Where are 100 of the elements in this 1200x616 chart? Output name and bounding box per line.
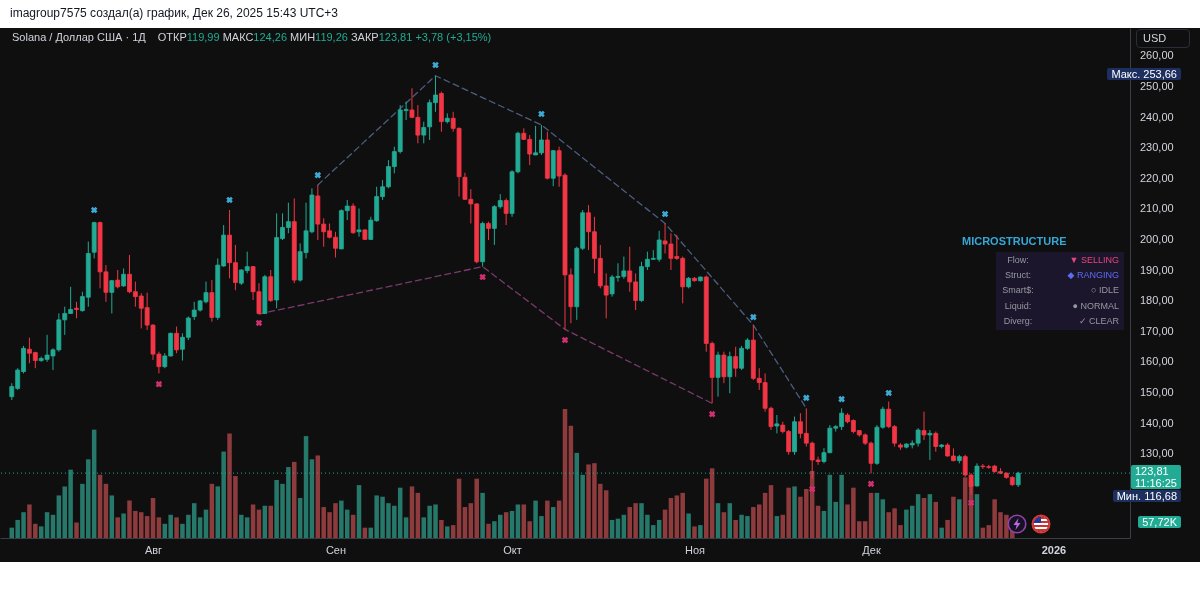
bar bbox=[109, 495, 115, 538]
y-axis-title: USD bbox=[1136, 29, 1190, 48]
bar bbox=[174, 517, 179, 538]
bar bbox=[692, 526, 697, 538]
bar bbox=[445, 526, 450, 538]
candlestick bbox=[727, 351, 733, 394]
y-tick-label: 170,00 bbox=[1140, 324, 1174, 337]
candlestick bbox=[721, 351, 727, 384]
candlestick bbox=[927, 429, 933, 461]
line-series bbox=[258, 265, 713, 405]
point bbox=[708, 410, 716, 418]
y-tick-label: 130,00 bbox=[1140, 447, 1174, 460]
point bbox=[155, 380, 163, 388]
candlestick bbox=[503, 197, 509, 226]
bar bbox=[439, 519, 444, 538]
candlestick bbox=[933, 431, 939, 453]
point bbox=[479, 273, 486, 281]
bar bbox=[409, 486, 415, 538]
annotation: Diverg: bbox=[1002, 315, 1034, 326]
bar bbox=[121, 513, 126, 538]
candlestick bbox=[121, 267, 126, 288]
annotation: MICROSTRUCTURE bbox=[962, 235, 1067, 247]
annotation: Мин. 116,68 bbox=[1112, 490, 1181, 503]
x-tick-label: Сен bbox=[325, 543, 347, 556]
bar bbox=[250, 504, 256, 538]
y-tick-label: 200,00 bbox=[1140, 233, 1174, 246]
annotation: Struct: bbox=[1004, 270, 1032, 281]
bar bbox=[939, 527, 944, 538]
bar bbox=[197, 517, 203, 538]
annotation: Flow: bbox=[1006, 255, 1030, 265]
bar bbox=[957, 499, 962, 538]
annotation: Макс. 253,66 bbox=[1107, 67, 1181, 80]
y-tick-label: 220,00 bbox=[1140, 171, 1174, 184]
chart-subtitle: ОТКР119,99 МАКС124,26 МИН119,26 ЗАКР123,81 +3,78 (+3,15%) bbox=[157, 31, 492, 43]
bar bbox=[545, 500, 550, 538]
candlestick bbox=[486, 221, 491, 241]
point bbox=[838, 395, 845, 403]
bar bbox=[268, 505, 273, 538]
candlestick bbox=[774, 414, 780, 434]
line-series bbox=[317, 75, 807, 409]
candlestick bbox=[174, 326, 179, 354]
chart-title: Solana / Доллар США · 1Д bbox=[12, 31, 146, 43]
x-tick-label: Окт bbox=[503, 543, 522, 556]
bar bbox=[480, 492, 485, 538]
candlestick bbox=[715, 351, 721, 398]
text: 11:16:25 bbox=[1134, 477, 1177, 490]
y-tick-label: 140,00 bbox=[1140, 416, 1174, 429]
candlestick bbox=[356, 208, 362, 238]
bar bbox=[44, 512, 50, 538]
candlestick bbox=[733, 346, 739, 378]
point bbox=[538, 110, 545, 118]
y-tick-label: 250,00 bbox=[1140, 80, 1174, 93]
y-tick-label: 160,00 bbox=[1140, 355, 1174, 368]
annotation: ✓ CLEAR bbox=[1077, 315, 1119, 326]
y-tick-label: 150,00 bbox=[1140, 385, 1174, 398]
candlestick bbox=[921, 411, 927, 441]
point bbox=[90, 206, 98, 214]
annotation: ● NORMAL bbox=[1071, 300, 1119, 311]
y-tick-label: 180,00 bbox=[1140, 294, 1174, 307]
point bbox=[885, 389, 892, 397]
annotation: Liquid: bbox=[1003, 300, 1033, 311]
point bbox=[967, 499, 975, 507]
bar bbox=[38, 526, 44, 538]
candlestick bbox=[115, 269, 121, 289]
x-tick-label: Ноя bbox=[684, 543, 706, 556]
x-tick-label: 2026 bbox=[1041, 543, 1067, 556]
bar bbox=[292, 461, 297, 538]
bar bbox=[486, 523, 491, 538]
bar bbox=[686, 513, 691, 538]
candlestick bbox=[421, 121, 427, 144]
y-tick-label: 260,00 bbox=[1140, 49, 1174, 62]
bar bbox=[503, 512, 509, 538]
candlestick bbox=[268, 269, 274, 303]
bar bbox=[792, 486, 797, 538]
bar bbox=[733, 519, 738, 538]
y-tick-label: 190,00 bbox=[1140, 263, 1174, 276]
y-tick-label: 210,00 bbox=[1140, 202, 1174, 215]
point bbox=[750, 313, 757, 321]
point bbox=[432, 61, 439, 69]
x-tick-label: Авг bbox=[144, 543, 163, 556]
bar bbox=[721, 512, 727, 538]
bar bbox=[403, 517, 409, 538]
ref-line-label: 123,81 bbox=[1134, 465, 1169, 478]
bar bbox=[115, 517, 120, 538]
annotation: ◆ RANGING bbox=[1066, 270, 1119, 281]
y-tick-label: 230,00 bbox=[1140, 141, 1174, 154]
point bbox=[867, 480, 875, 488]
bar bbox=[880, 499, 886, 538]
annotation: ○ IDLE bbox=[1090, 285, 1119, 296]
bar bbox=[74, 522, 79, 538]
annotation: Smart$: bbox=[1001, 285, 1035, 296]
candlestick bbox=[109, 279, 115, 314]
bar bbox=[698, 525, 703, 538]
point bbox=[226, 196, 233, 204]
y-tick-label: 240,00 bbox=[1140, 110, 1174, 123]
text: imagroup7575 создал(а) график, Дек 26, 2025 15:43 UTC+3 bbox=[10, 6, 339, 20]
x-tick-label: Дек bbox=[862, 543, 881, 556]
point bbox=[803, 394, 810, 402]
point bbox=[808, 485, 816, 493]
bar bbox=[450, 525, 456, 538]
